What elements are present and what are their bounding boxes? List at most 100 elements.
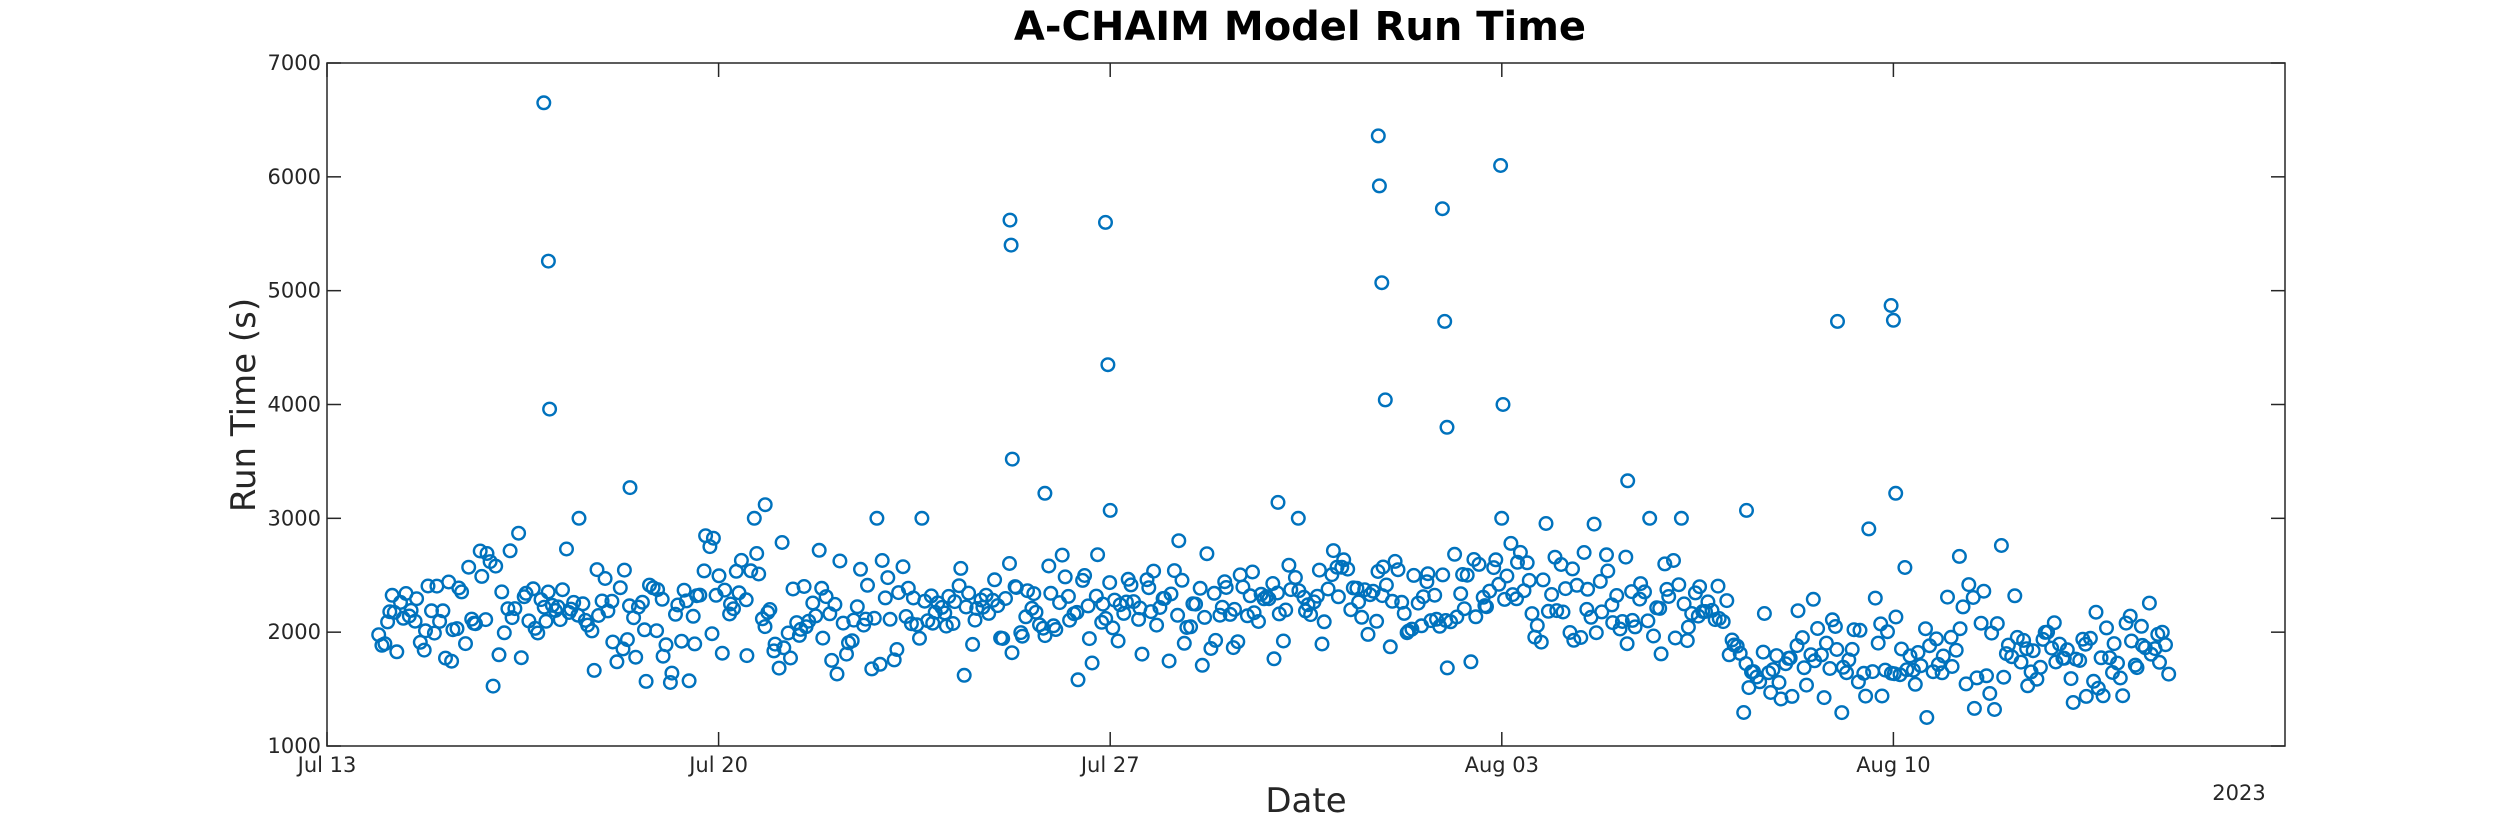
- data-point: [1459, 567, 1475, 583]
- data-point: [1598, 547, 1614, 563]
- data-point: [981, 605, 997, 621]
- data-point: [1343, 602, 1359, 618]
- data-point: [757, 619, 773, 635]
- data-point: [1736, 705, 1752, 721]
- data-point: [407, 613, 423, 629]
- data-point: [1888, 485, 1904, 501]
- data-point: [692, 587, 708, 603]
- data-point: [1738, 502, 1754, 518]
- data-point: [525, 581, 541, 597]
- data-point: [749, 546, 765, 562]
- data-point: [2048, 654, 2064, 670]
- data-point: [872, 656, 888, 672]
- data-point: [1917, 621, 1933, 637]
- data-point: [829, 666, 845, 682]
- data-point: [1081, 631, 1097, 647]
- data-point: [882, 611, 898, 627]
- data-point: [1948, 642, 1964, 658]
- data-point: [849, 599, 865, 615]
- data-point: [995, 631, 1011, 647]
- data-point: [2129, 660, 2145, 676]
- data-point: [1428, 611, 1444, 627]
- data-point: [1188, 596, 1204, 612]
- data-point: [814, 580, 830, 596]
- data-point: [642, 577, 658, 593]
- data-point: [1024, 600, 1040, 616]
- data-points: [371, 95, 2177, 726]
- data-point: [1203, 641, 1219, 657]
- data-point: [987, 572, 1003, 588]
- data-point: [1729, 638, 1745, 654]
- data-point: [1844, 641, 1860, 657]
- data-point: [1564, 561, 1580, 577]
- data-point: [869, 510, 885, 526]
- data-point: [536, 95, 552, 111]
- data-point: [1090, 547, 1106, 563]
- data-point: [1325, 543, 1341, 559]
- data-point: [1499, 568, 1515, 584]
- data-point: [1170, 607, 1186, 623]
- data-point: [530, 625, 546, 641]
- data-point: [1657, 556, 1673, 572]
- data-point: [1846, 622, 1862, 638]
- data-point: [969, 601, 985, 617]
- data-point: [1371, 178, 1387, 194]
- data-point: [1986, 702, 2002, 718]
- data-point: [1351, 594, 1367, 610]
- data-point: [1427, 587, 1443, 603]
- data-point: [1290, 510, 1306, 526]
- data-point: [2007, 588, 2023, 604]
- data-point: [1439, 419, 1455, 435]
- data-point: [864, 661, 880, 677]
- data-point: [1684, 606, 1700, 622]
- data-point: [1488, 552, 1504, 568]
- x-axis-label: Date: [1265, 781, 1346, 821]
- data-point: [1752, 674, 1768, 690]
- data-point: [702, 539, 718, 555]
- data-point: [858, 611, 874, 627]
- data-point: [811, 542, 827, 558]
- data-point: [1719, 593, 1735, 609]
- data-point: [1549, 603, 1565, 619]
- data-point: [616, 562, 632, 578]
- data-point: [1858, 688, 1874, 704]
- data-point: [1692, 579, 1708, 595]
- data-point: [500, 601, 516, 617]
- data-point: [1037, 485, 1053, 501]
- data-point: [2025, 643, 2041, 659]
- data-point: [2151, 654, 2167, 670]
- data-point: [2141, 595, 2157, 611]
- data-point: [717, 582, 733, 598]
- data-point: [866, 610, 882, 626]
- data-point: [1320, 581, 1336, 597]
- data-point: [757, 497, 773, 513]
- data-point: [418, 623, 434, 639]
- data-point: [1976, 583, 1992, 599]
- data-point: [1309, 588, 1325, 604]
- data-point: [559, 541, 575, 557]
- data-point: [584, 623, 600, 639]
- data-point: [1818, 635, 1834, 651]
- data-point: [1710, 578, 1726, 594]
- data-point: [1614, 614, 1630, 630]
- data-point: [726, 601, 742, 617]
- data-point: [1627, 619, 1643, 635]
- data-point: [681, 673, 697, 689]
- data-point: [1037, 628, 1053, 644]
- data-point: [951, 578, 967, 594]
- data-point: [2044, 640, 2060, 656]
- data-point: [2046, 615, 2062, 631]
- data-point: [1661, 589, 1677, 605]
- data-point: [1447, 546, 1463, 562]
- data-point: [1579, 601, 1595, 617]
- data-point: [1434, 201, 1450, 217]
- data-point: [1796, 660, 1812, 676]
- data-point: [1382, 639, 1398, 655]
- y-tick-label: 5000: [268, 279, 321, 303]
- data-point: [1636, 584, 1652, 600]
- data-point: [664, 665, 680, 681]
- data-point: [1973, 615, 1989, 631]
- data-point: [444, 653, 460, 669]
- data-point: [1463, 654, 1479, 670]
